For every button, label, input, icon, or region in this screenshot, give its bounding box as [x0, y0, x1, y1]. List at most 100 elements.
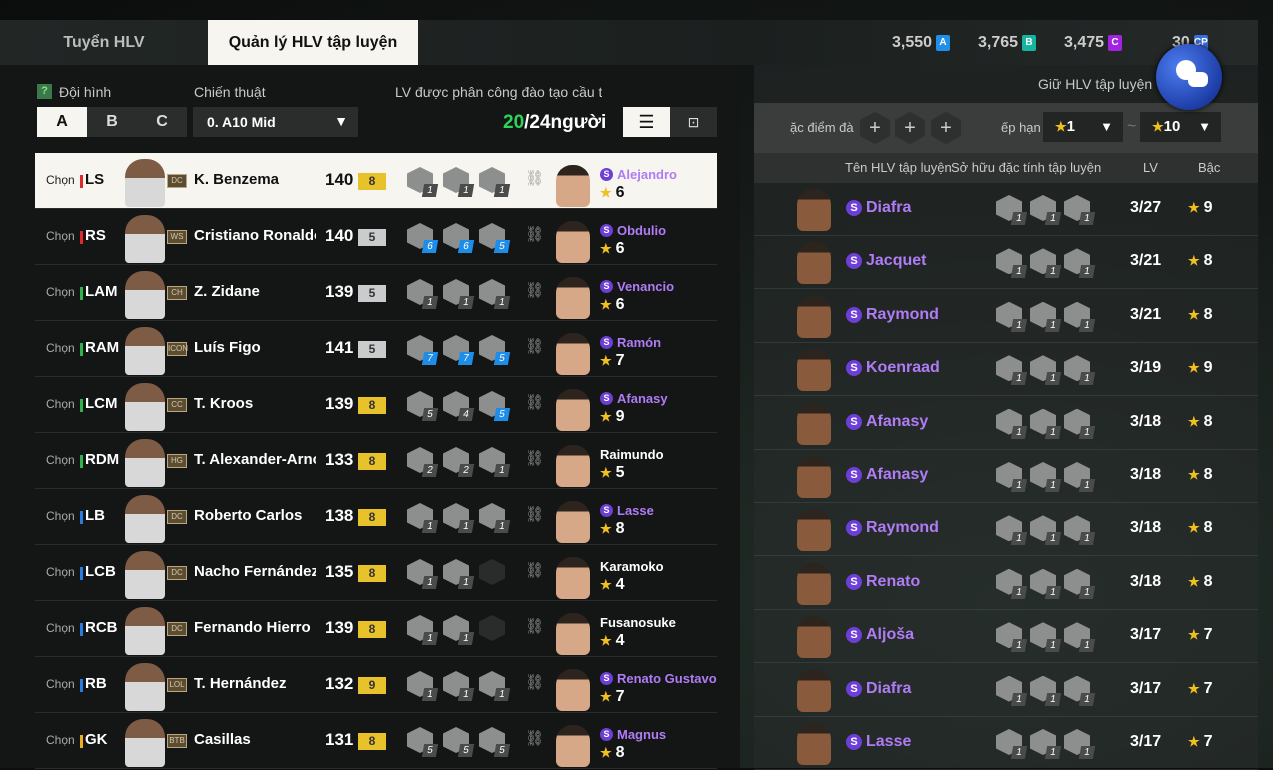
help-icon[interactable]: ? — [37, 84, 52, 99]
header-traits[interactable]: Sở hữu đặc tính tập luyện — [951, 160, 1102, 175]
coach-row[interactable]: S Aljoša 1 1 1 3/17 ★ 7 — [754, 610, 1258, 664]
header-lv[interactable]: LV — [1143, 160, 1158, 175]
player-row[interactable]: Chọn RS WS Cristiano Ronaldo 140 5 6 6 5 ⛓ S Obduli… — [35, 209, 717, 265]
trait-slot[interactable]: 5 — [479, 223, 511, 253]
trait-slot[interactable]: 5 — [479, 335, 511, 365]
trait-slot[interactable]: 1 — [407, 671, 439, 701]
link-icon[interactable]: ⛓ — [525, 450, 545, 467]
coach-name[interactable]: S Alejandro — [600, 167, 677, 182]
player-row[interactable]: Chọn LCB DC Nacho Fernández 135 8 1 1 ⛓ Karamoko ★… — [35, 545, 717, 601]
link-icon[interactable]: ⛓ — [525, 282, 545, 299]
trait-slot[interactable]: 1 — [407, 167, 439, 197]
trait-slot[interactable] — [479, 615, 507, 643]
coach-name[interactable]: Fusanosuke — [600, 615, 676, 630]
choose-label[interactable]: Chọn — [46, 229, 75, 243]
coach-row[interactable]: S Afanasy 1 1 1 3/18 ★ 8 — [754, 450, 1258, 503]
coach-name[interactable]: S Obdulio — [600, 223, 666, 238]
trait-slot[interactable]: 1 — [443, 503, 475, 533]
player-row[interactable]: Chọn LB DC Roberto Carlos 138 8 1 1 1 ⛓ S Lasse ★ 8 — [35, 489, 717, 545]
choose-label[interactable]: Chọn — [46, 677, 75, 691]
coach-name[interactable]: S Ramón — [600, 335, 661, 350]
choose-label[interactable]: Chọn — [46, 509, 75, 523]
trait-slot[interactable]: 5 — [407, 391, 439, 421]
trait-slot[interactable]: 2 — [443, 447, 475, 477]
rank-from-dropdown[interactable]: ★1 ▼ — [1043, 112, 1123, 142]
header-grade[interactable]: Bậc — [1198, 160, 1221, 175]
coach-row[interactable]: S Raymond 1 1 1 3/18 ★ 8 — [754, 503, 1258, 557]
coach-row[interactable]: S Diafra 1 1 1 3/17 ★ 7 — [754, 664, 1258, 717]
rank-to-dropdown[interactable]: ★10 ▼ — [1140, 112, 1221, 142]
coach-name[interactable]: S Lasse — [600, 503, 654, 518]
player-row[interactable]: Chọn RCB DC Fernando Hierro 139 8 1 1 ⛓ Fusanosuk… — [35, 601, 717, 657]
link-icon[interactable]: ⛓ — [525, 394, 545, 411]
link-icon[interactable]: ⛓ — [525, 618, 545, 635]
tab-manage-coach[interactable]: Quản lý HLV tập luyện — [208, 20, 418, 65]
coach-name[interactable]: S Magnus — [600, 727, 666, 742]
trait-slot[interactable]: 1 — [479, 279, 511, 309]
player-row[interactable]: Chọn GK BTB Casillas 131 8 5 5 5 ⛓ S Magnus ★ 8 — [35, 713, 717, 769]
choose-label[interactable]: Chọn — [46, 397, 75, 411]
coach-row[interactable]: S Koenraad 1 1 1 3/19 ★ 9 — [754, 343, 1258, 397]
link-icon[interactable]: ⛓ — [525, 562, 545, 579]
trait-slot[interactable]: 1 — [443, 671, 475, 701]
trait-slot[interactable]: 1 — [479, 503, 511, 533]
choose-label[interactable]: Chọn — [46, 565, 75, 579]
coach-name[interactable]: Karamoko — [600, 559, 664, 574]
chat-bubble-button[interactable] — [1156, 44, 1222, 110]
trait-slot[interactable]: 1 — [407, 279, 439, 309]
tab-recruit-coach[interactable]: Tuyển HLV — [63, 34, 145, 51]
player-row[interactable]: Chọn LS DC K. Benzema 140 8 1 1 1 ⛓ S Alejandro ★ 6 — [35, 153, 717, 209]
trait-slot[interactable]: 1 — [443, 615, 475, 645]
choose-label[interactable]: Chọn — [46, 621, 75, 635]
link-icon[interactable]: ⛓ — [525, 170, 545, 187]
link-icon[interactable]: ⛓ — [525, 226, 545, 243]
trait-slot[interactable]: 1 — [479, 447, 511, 477]
pitch-view-button[interactable]: ⊡ — [670, 107, 717, 137]
list-view-button[interactable]: ☰ — [623, 107, 670, 137]
link-icon[interactable]: ⛓ — [525, 730, 545, 747]
coach-name[interactable]: Raimundo — [600, 447, 664, 462]
link-icon[interactable]: ⛓ — [525, 338, 545, 355]
player-row[interactable]: Chọn RB LOL T. Hernández 132 9 1 1 1 ⛓ S Renato Gus… — [35, 657, 717, 713]
coach-row[interactable]: S Afanasy 1 1 1 3/18 ★ 8 — [754, 397, 1258, 450]
trait-slot[interactable]: 5 — [407, 727, 439, 757]
trait-slot[interactable]: 1 — [407, 559, 439, 589]
choose-label[interactable]: Chọn — [46, 285, 75, 299]
trait-slot[interactable]: 2 — [407, 447, 439, 477]
trait-slot[interactable]: 6 — [407, 223, 439, 253]
trait-slot[interactable]: 5 — [479, 727, 511, 757]
formation-b-button[interactable]: B — [87, 107, 137, 137]
coach-row[interactable]: S Jacquet 1 1 1 3/21 ★ 8 — [754, 236, 1258, 290]
trait-slot[interactable]: 7 — [407, 335, 439, 365]
trait-slot[interactable]: 7 — [443, 335, 475, 365]
choose-label[interactable]: Chọn — [46, 453, 75, 467]
link-icon[interactable]: ⛓ — [525, 506, 545, 523]
trait-slot[interactable]: 1 — [407, 503, 439, 533]
trait-slot[interactable] — [479, 559, 507, 587]
coach-name[interactable]: S Afanasy — [600, 391, 668, 406]
player-row[interactable]: Chọn LAM CH Z. Zidane 139 5 1 1 1 ⛓ S Venancio ★ 6 — [35, 265, 717, 321]
player-row[interactable]: Chọn LCM CC T. Kroos 139 8 5 4 5 ⛓ S Afanasy ★ 9 — [35, 377, 717, 433]
choose-label[interactable]: Chọn — [46, 341, 75, 355]
coach-name[interactable]: S Renato Gustavo — [600, 671, 717, 686]
trait-slot[interactable]: 1 — [443, 167, 475, 197]
trait-slot[interactable]: 1 — [443, 279, 475, 309]
formation-c-button[interactable]: C — [137, 107, 187, 137]
coach-name[interactable]: S Venancio — [600, 279, 674, 294]
coach-row[interactable]: S Lasse 1 1 1 3/17 ★ 7 — [754, 717, 1258, 770]
trait-slot[interactable]: 4 — [443, 391, 475, 421]
trait-slot[interactable]: 5 — [443, 727, 475, 757]
header-name[interactable]: Tên HLV tập luyện — [845, 160, 952, 175]
coach-row[interactable]: S Renato 1 1 1 3/18 ★ 8 — [754, 557, 1258, 610]
trait-slot[interactable]: 1 — [407, 615, 439, 645]
link-icon[interactable]: ⛓ — [525, 674, 545, 691]
trait-slot[interactable]: 6 — [443, 223, 475, 253]
trait-slot[interactable]: 1 — [479, 167, 511, 197]
trait-slot[interactable]: 1 — [443, 559, 475, 589]
tactic-dropdown[interactable]: 0. A10 Mid ▼ — [193, 107, 358, 137]
coach-row[interactable]: S Diafra 1 1 1 3/27 ★ 9 — [754, 183, 1258, 236]
trait-slot[interactable]: 5 — [479, 391, 511, 421]
formation-a-button[interactable]: A — [37, 107, 87, 137]
choose-label[interactable]: Chọn — [46, 733, 75, 747]
